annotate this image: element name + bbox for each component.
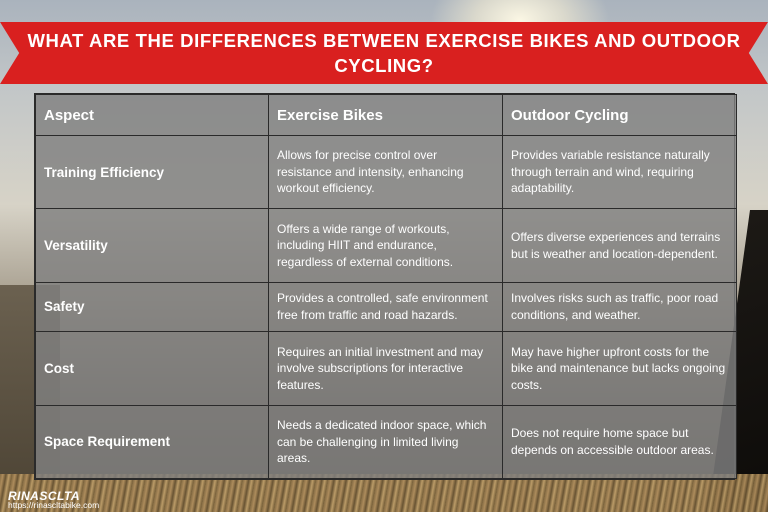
row-exercise-bikes: Allows for precise control over resistan… [268,134,503,210]
brand-url: https://rinascltabike.com [8,500,100,510]
comparison-table-container: Aspect Exercise Bikes Outdoor Cycling Tr… [34,93,737,480]
row-outdoor-cycling: Does not require home space but depends … [502,404,737,480]
row-exercise-bikes: Provides a controlled, safe environment … [268,281,503,333]
header-aspect: Aspect [35,94,269,136]
page-title: WHAT ARE THE DIFFERENCES BETWEEN EXERCIS… [27,30,741,76]
row-outdoor-cycling: Offers diverse experiences and terrains … [502,208,737,283]
table-row: Safety Provides a controlled, safe envir… [35,281,737,333]
row-aspect: Training Efficiency [35,134,269,210]
comparison-table: Aspect Exercise Bikes Outdoor Cycling Tr… [35,94,737,480]
background-grass [0,474,768,512]
header-outdoor-cycling: Outdoor Cycling [502,94,737,136]
row-exercise-bikes: Requires an initial investment and may i… [268,331,503,406]
table-row: Versatility Offers a wide range of worko… [35,208,737,283]
table-row: Training Efficiency Allows for precise c… [35,134,737,210]
row-outdoor-cycling: Provides variable resistance naturally t… [502,134,737,210]
brand-logo: RINASCLTA [8,487,80,505]
row-aspect: Space Requirement [35,404,269,480]
row-aspect: Safety [35,281,269,333]
header-exercise-bikes: Exercise Bikes [268,94,503,136]
table-header-row: Aspect Exercise Bikes Outdoor Cycling [35,94,737,136]
row-exercise-bikes: Offers a wide range of workouts, includi… [268,208,503,283]
brand-logo-text: RINASCLTA [8,489,81,503]
row-outdoor-cycling: Involves risks such as traffic, poor roa… [502,281,737,333]
table-row: Space Requirement Needs a dedicated indo… [35,404,737,480]
row-exercise-bikes: Needs a dedicated indoor space, which ca… [268,404,503,480]
row-outdoor-cycling: May have higher upfront costs for the bi… [502,331,737,406]
row-aspect: Cost [35,331,269,406]
table-row: Cost Requires an initial investment and … [35,331,737,406]
row-aspect: Versatility [35,208,269,283]
title-banner: WHAT ARE THE DIFFERENCES BETWEEN EXERCIS… [0,22,768,84]
